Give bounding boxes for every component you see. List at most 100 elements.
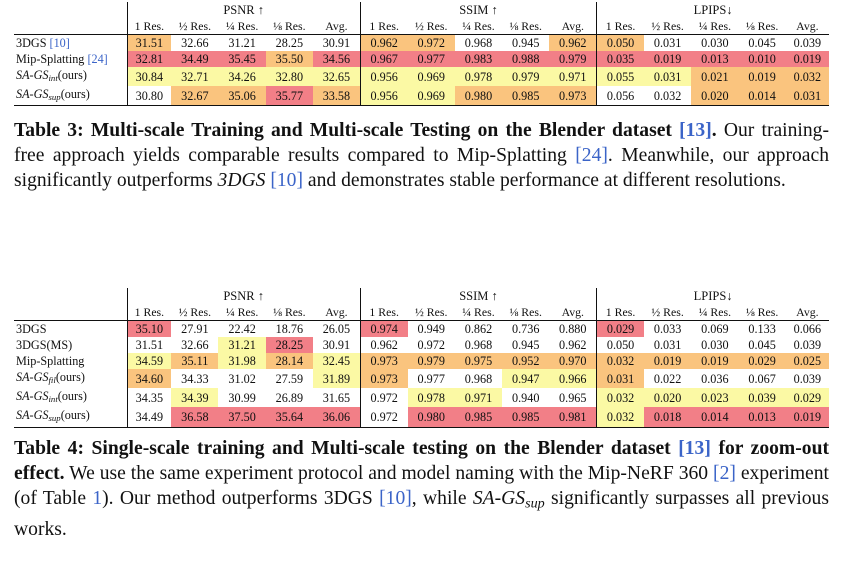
metric-cell: 30.99 <box>228 390 256 405</box>
row-method-label: Mip-Splatting [24] <box>14 51 128 67</box>
table-row: 3DGS(MS) 31.51 32.66 31.21 28.25 30.91 0.962 0.… <box>14 337 829 353</box>
metric-cell: 0.045 <box>748 338 776 352</box>
metric-cell: 0.983 <box>454 51 503 67</box>
group-header-ssim: SSIM ↑ <box>360 288 598 304</box>
corner-cell <box>14 2 128 18</box>
metric-cell: 0.981 <box>549 407 598 428</box>
caption-text: We use the same experiment protocol and … <box>69 463 709 484</box>
caption-title-tail: for zoom-out effect. <box>14 438 829 484</box>
subheader: 1 Res. <box>127 18 172 35</box>
metric-cell: 0.966 <box>549 369 598 389</box>
metric-cell: 0.969 <box>407 67 455 87</box>
metric-cell: 0.972 <box>407 34 455 51</box>
subheader: 1 Res. <box>360 18 408 35</box>
metric-cell: 30.91 <box>313 337 361 353</box>
citation-link[interactable]: [24] <box>575 145 608 166</box>
metric-cell: 0.020 <box>691 86 739 107</box>
metric-cell: 0.973 <box>360 353 408 369</box>
caption-label: Table 4: <box>14 438 84 459</box>
metric-cell: 0.021 <box>691 67 739 87</box>
metric-cell: 0.039 <box>793 36 822 50</box>
metric-cell: 0.045 <box>748 36 776 50</box>
metric-cell: 32.66 <box>181 36 209 50</box>
caption-text: , while <box>411 488 467 509</box>
metric-cell: 30.80 <box>127 86 172 107</box>
metric-cell: 0.019 <box>643 51 692 67</box>
metric-cell: 0.736 <box>512 322 540 336</box>
metric-cell: 0.023 <box>691 388 739 408</box>
metric-cell: 32.71 <box>171 67 219 87</box>
metric-cell: 0.985 <box>502 407 550 428</box>
metric-cell: 0.962 <box>549 337 598 353</box>
metric-cell: 0.033 <box>653 322 682 336</box>
metric-cell: 0.031 <box>596 369 644 389</box>
caption-text: experiment (of Table <box>14 463 829 509</box>
citation-link[interactable]: [24] <box>87 52 108 66</box>
row-method-label: SA-GSint(ours) <box>14 388 128 408</box>
subheader: 1 Res. <box>596 18 644 35</box>
metric-cell: 0.952 <box>502 353 550 369</box>
metric-cell: 0.069 <box>701 322 729 336</box>
metric-cell: 0.029 <box>738 353 786 369</box>
row-method-label: SA-GSfil(ours) <box>14 369 128 389</box>
metric-cell: 31.02 <box>228 371 256 386</box>
metric-cell: 31.51 <box>127 34 172 51</box>
metric-cell: 0.029 <box>785 388 829 408</box>
subheader: ⅛ Res. <box>265 18 313 35</box>
citation-link[interactable]: [10] <box>270 170 303 191</box>
caption-title: Multi-scale Training and Multi-scale Tes… <box>90 120 672 141</box>
subheader: ¼ Res. <box>691 304 739 321</box>
metric-cell: 0.025 <box>785 353 829 369</box>
metric-cell: 0.980 <box>454 86 503 107</box>
metric-cell: 35.64 <box>265 407 313 428</box>
metric-cell: 0.978 <box>407 388 455 408</box>
metric-cell: 0.030 <box>701 338 729 352</box>
subheader: ¼ Res. <box>454 18 503 35</box>
subheader: ½ Res. <box>171 18 219 35</box>
citation-link[interactable]: [2] <box>713 463 736 484</box>
metric-cell: 28.25 <box>265 337 313 353</box>
subheader: 1 Res. <box>127 304 172 321</box>
metric-cell: 34.49 <box>127 407 172 428</box>
group-header-psnr: PSNR ↑ <box>127 288 361 304</box>
metric-cell: 0.036 <box>701 371 729 386</box>
subheader: ½ Res. <box>171 304 219 321</box>
metric-cell: 0.035 <box>596 51 644 67</box>
metric-cell: 32.81 <box>127 51 172 67</box>
metric-cell: 0.031 <box>785 86 829 107</box>
subheader: ½ Res. <box>643 304 692 321</box>
metric-cell: 35.50 <box>265 51 313 67</box>
metric-cell: 0.031 <box>653 338 682 352</box>
citation-link[interactable]: [13] <box>679 120 712 141</box>
caption-text: Meanwhile, our approach significantly ou… <box>14 145 829 191</box>
metric-cell: 31.98 <box>218 353 266 369</box>
method-name: SA-GSsup <box>472 488 545 512</box>
caption-title: Single-scale training and Multi-scale te… <box>91 438 671 459</box>
metric-cell: 0.019 <box>691 353 739 369</box>
metric-cell: 28.14 <box>265 353 313 369</box>
table-ref-link[interactable]: 1 <box>92 488 103 509</box>
subheader: 1 Res. <box>360 304 408 321</box>
metric-cell: 30.84 <box>127 67 172 87</box>
metric-cell: 0.880 <box>549 320 598 337</box>
row-method-label: 3DGS(MS) <box>14 337 128 353</box>
table-row: SA-GSfil(ours) 34.60 34.33 31.02 27.59 31.89 0… <box>14 369 829 389</box>
caption-text: and demonstrates stable performance at d… <box>307 170 786 191</box>
metric-cell: 34.59 <box>127 353 172 369</box>
table-4-grid: PSNR ↑ SSIM ↑ LPIPS↓ 1 Res. ½ Res. ¼ Res… <box>14 288 829 428</box>
table-row: Mip-Splatting [24] 32.81 34.49 35.45 35.50 34… <box>14 51 829 67</box>
subheader: Avg. <box>549 304 598 321</box>
metric-cell: 0.968 <box>464 36 493 50</box>
subheader: Avg. <box>313 304 361 321</box>
metric-cell: 0.019 <box>643 353 692 369</box>
metric-cell: 0.971 <box>454 388 503 408</box>
citation-link[interactable]: [10] <box>49 36 70 50</box>
metric-cell: 32.45 <box>313 353 361 369</box>
metric-cell: 27.91 <box>181 322 209 336</box>
metric-cell: 18.76 <box>275 322 304 336</box>
citation-link[interactable]: [13] <box>678 438 711 459</box>
subheader: ¼ Res. <box>454 304 503 321</box>
metric-cell: 27.59 <box>275 371 304 386</box>
citation-link[interactable]: [10] <box>379 488 412 509</box>
metric-cell: 31.51 <box>135 338 164 352</box>
